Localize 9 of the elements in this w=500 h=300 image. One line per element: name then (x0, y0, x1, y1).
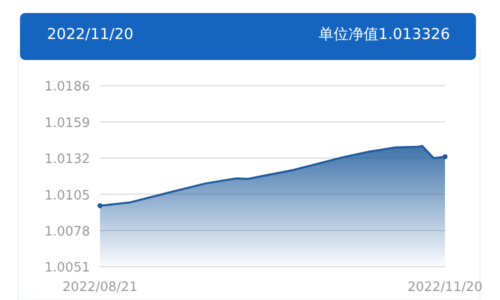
y-tick-label: 1.0051 (44, 260, 90, 276)
y-tick-label: 1.0186 (44, 80, 90, 95)
y-tick-label: 1.0105 (44, 188, 90, 204)
x-tick-label: 2022/08/21 (62, 280, 138, 295)
chart-subtitle: 单位净值1.013326 (318, 25, 450, 43)
y-tick-label: 1.0159 (44, 116, 90, 131)
chart-title: 2022/11/20 (47, 25, 134, 43)
y-tick-label: 1.0078 (44, 224, 90, 240)
y-tick-label: 1.0132 (44, 152, 90, 168)
